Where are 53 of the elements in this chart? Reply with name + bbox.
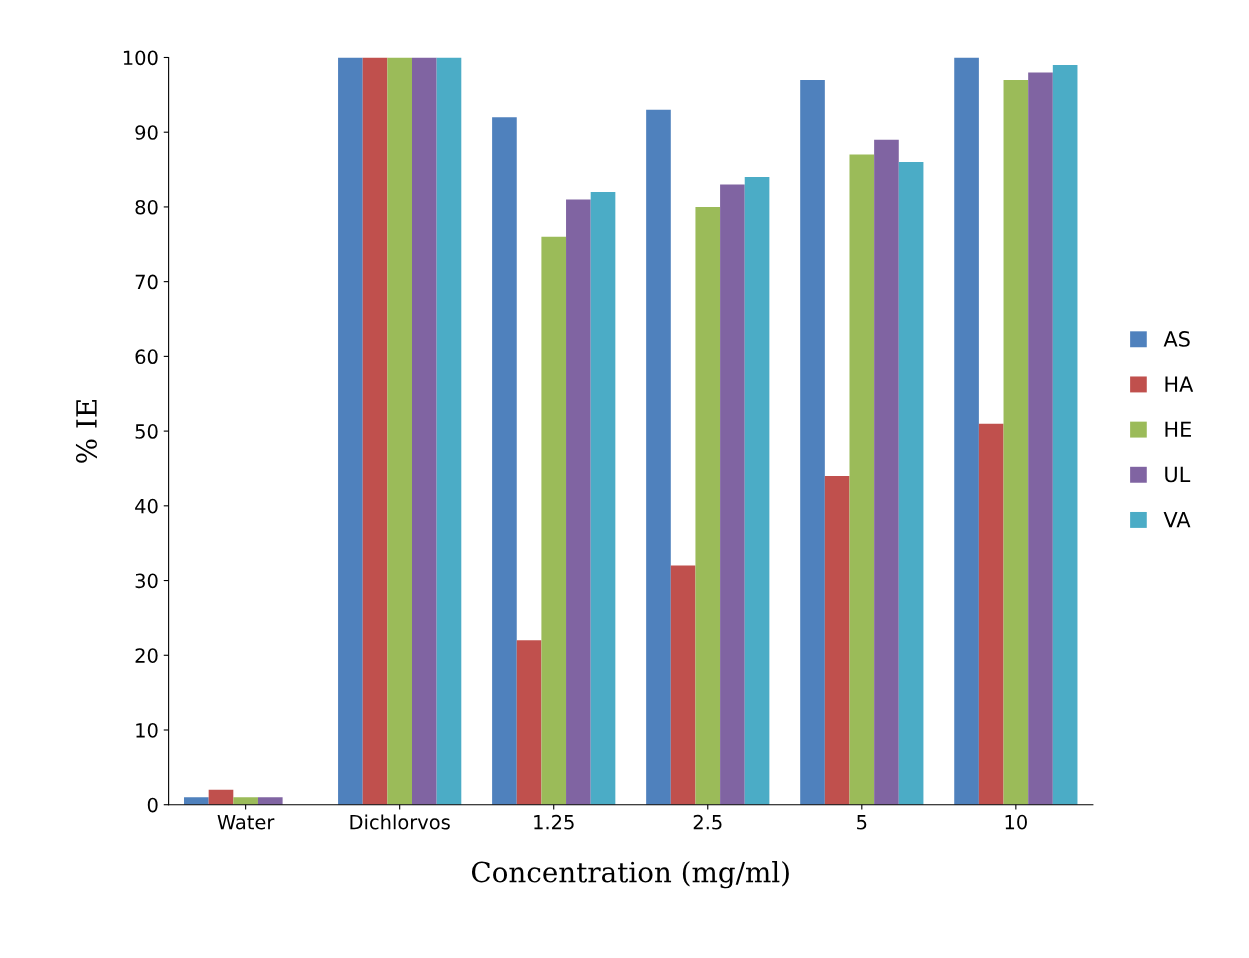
bar (720, 184, 745, 805)
legend-label: VA (1163, 511, 1191, 528)
y-tick-label: 90 (135, 125, 158, 140)
bar (412, 57, 437, 805)
legend-label: UL (1165, 466, 1191, 483)
bar (1028, 72, 1053, 805)
y-tick-label: 20 (135, 648, 158, 663)
bar (954, 57, 979, 805)
y-tick-label: 30 (135, 573, 158, 589)
bar (362, 57, 388, 805)
bar (257, 797, 283, 805)
bar (695, 206, 721, 805)
y-tick-label: 40 (135, 498, 158, 514)
bar (436, 57, 462, 805)
x-tick-label: 5 (857, 815, 867, 830)
x-axis-title: Concentration (mg/ml) (471, 861, 789, 889)
bar (646, 109, 671, 805)
bar (590, 191, 616, 805)
bar (233, 797, 258, 805)
y-axis-title: % IE (75, 400, 97, 463)
x-tick-label: 10 (1005, 814, 1027, 830)
y-tick-label: 80 (135, 199, 158, 215)
bar (824, 475, 850, 805)
bar (492, 117, 517, 805)
bar (1052, 64, 1078, 805)
bar (978, 423, 1004, 805)
y-tick-label: 10 (136, 722, 158, 738)
x-tick-label: 1.25 (534, 814, 574, 830)
bar (516, 640, 542, 805)
bar (670, 565, 696, 805)
y-tick-label: 0 (147, 797, 158, 813)
bar (387, 57, 412, 805)
y-tick-label: 60 (135, 349, 158, 365)
bar (541, 236, 567, 805)
bar (800, 79, 825, 805)
legend-label: HE (1165, 421, 1191, 437)
bar (744, 177, 770, 805)
bar (874, 139, 899, 805)
bar (849, 154, 875, 805)
y-tick-label: 70 (135, 274, 158, 290)
x-tick-label: Dichlorvos (350, 814, 450, 830)
bar (1003, 79, 1029, 805)
bar (338, 57, 363, 805)
bar (184, 797, 209, 805)
bar (566, 199, 591, 805)
bar (208, 789, 234, 805)
y-tick-label: 100 (123, 50, 158, 66)
y-tick-label: 50 (135, 424, 158, 439)
bar (898, 162, 924, 805)
legend-label: HA (1165, 376, 1194, 392)
legend-label: AS (1163, 331, 1190, 347)
x-tick-label: 2.5 (693, 814, 722, 830)
x-tick-label: Water (217, 815, 275, 830)
